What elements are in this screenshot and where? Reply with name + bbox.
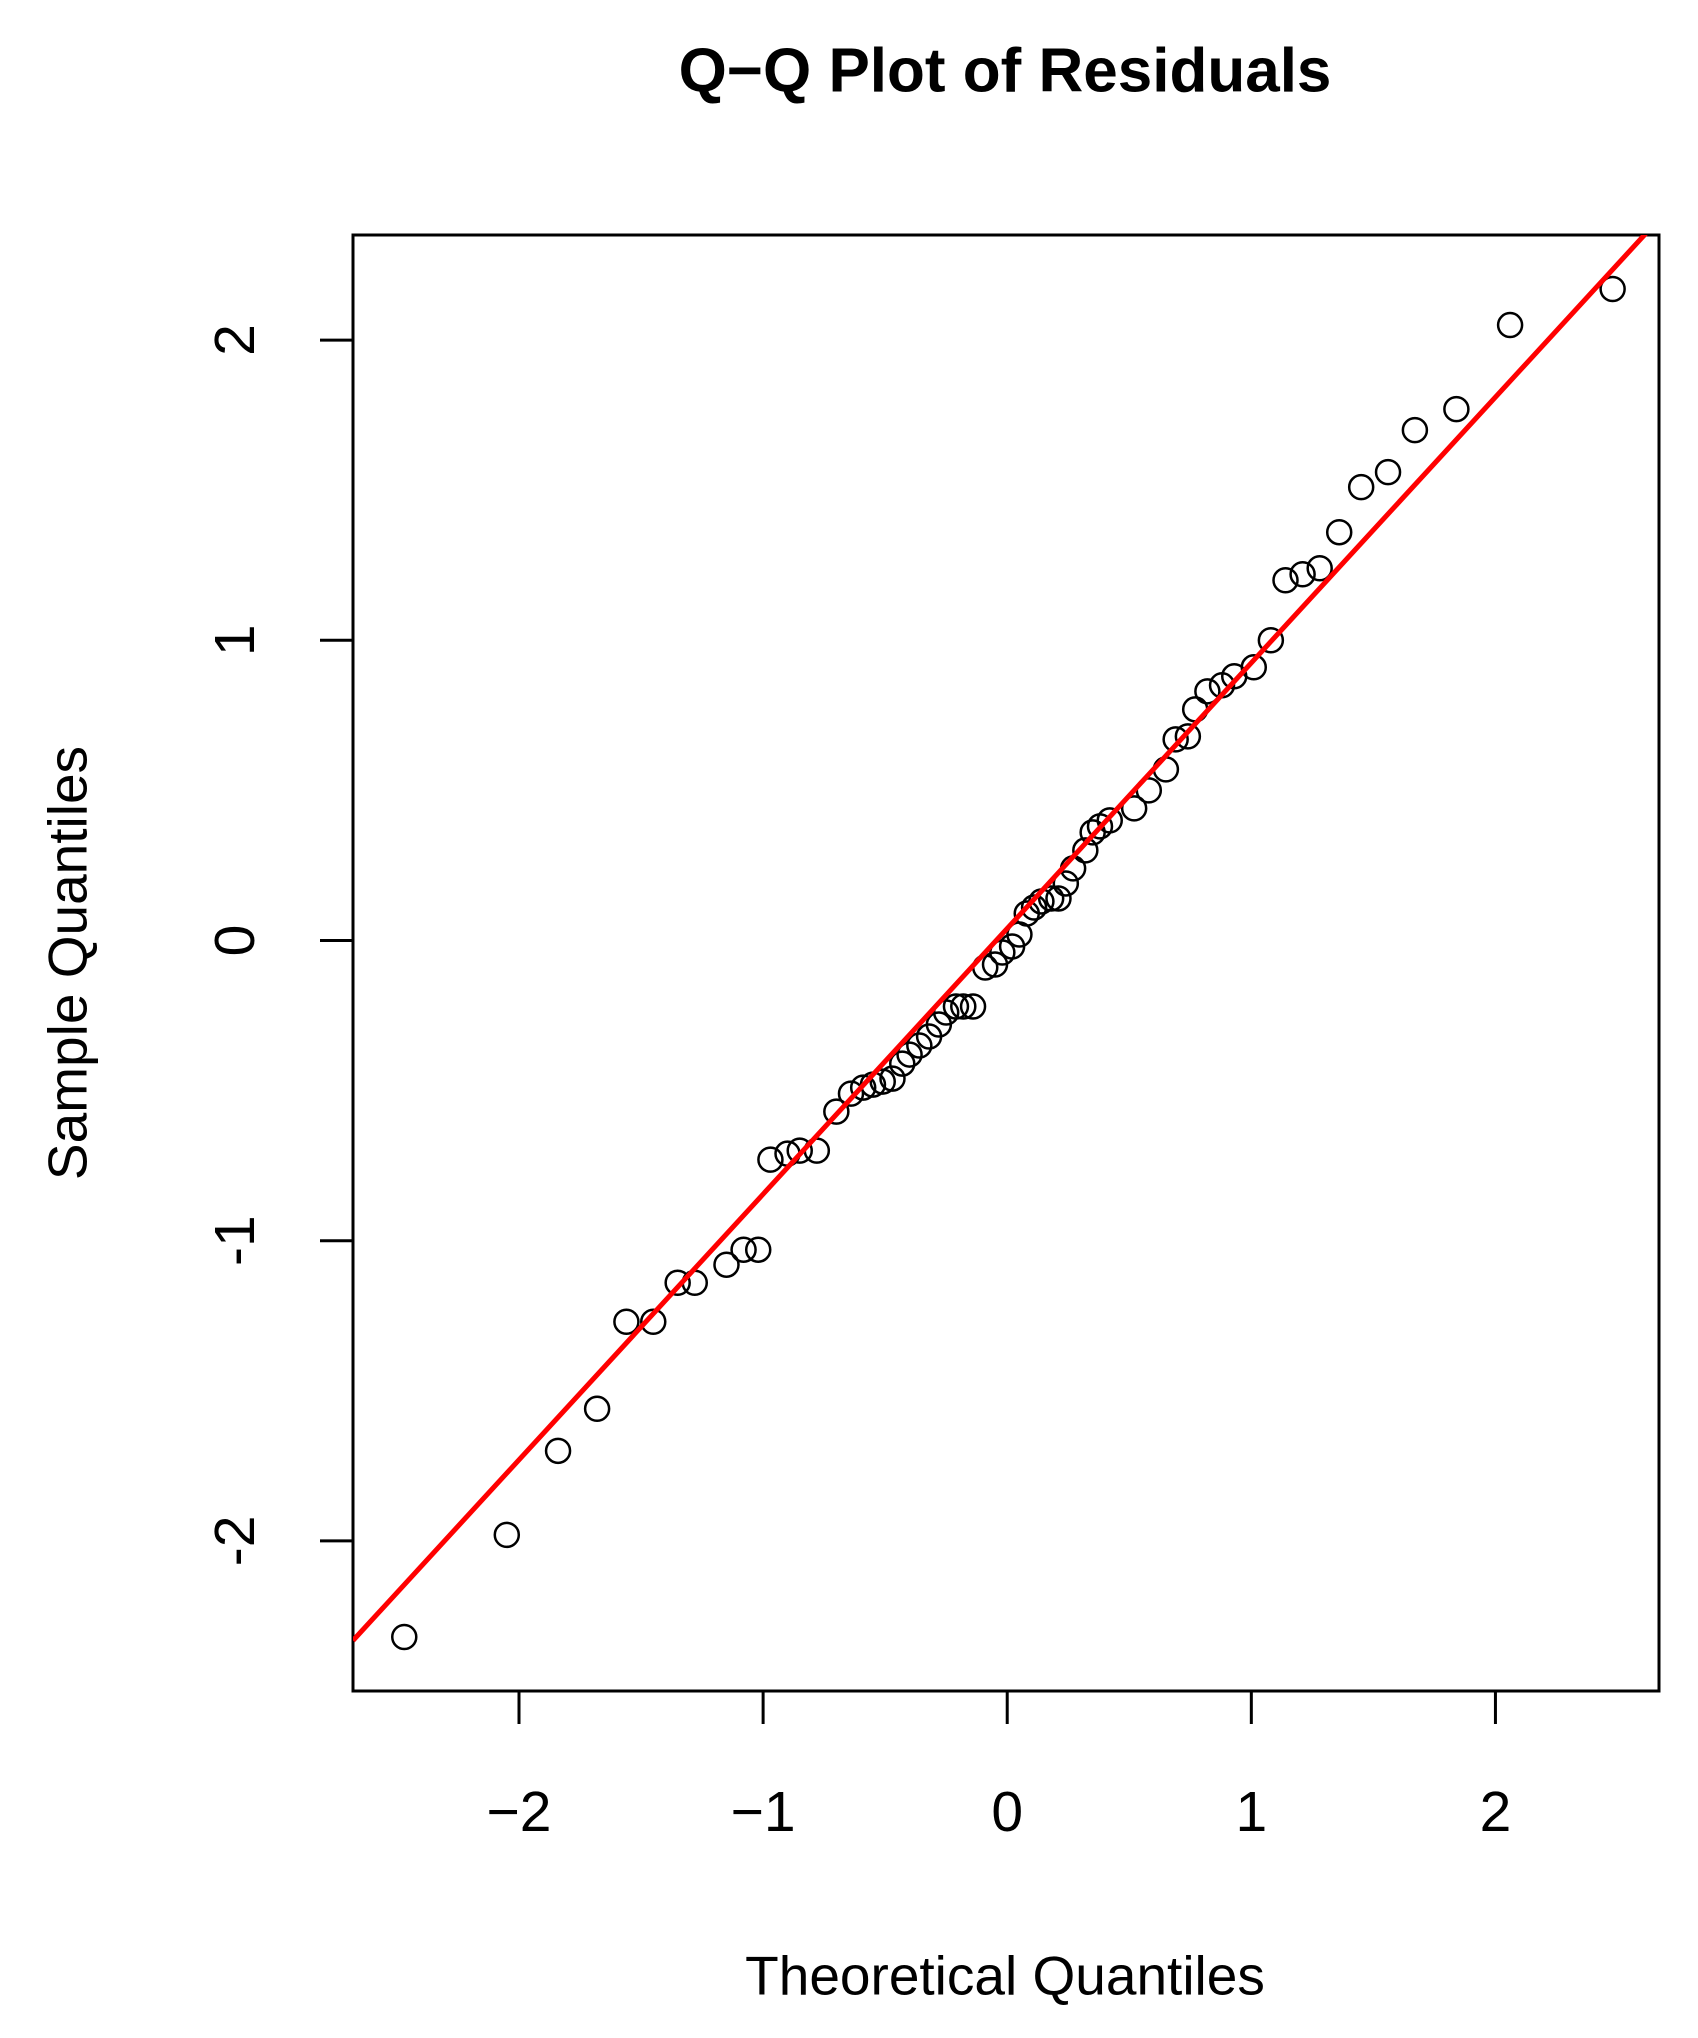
point	[391, 1623, 418, 1651]
reference-line	[353, 235, 1648, 1643]
y-tick-label: -1	[203, 1215, 267, 1266]
point	[1272, 566, 1299, 594]
point	[1443, 395, 1470, 423]
point	[849, 1074, 877, 1101]
point	[1052, 870, 1080, 897]
point	[906, 1032, 933, 1059]
point	[1599, 275, 1626, 303]
point	[493, 1521, 521, 1549]
point	[869, 1068, 896, 1095]
x-tick-label: 2	[1480, 1780, 1512, 1844]
point	[1496, 311, 1524, 339]
point	[664, 1269, 691, 1296]
point	[713, 1251, 740, 1278]
point	[744, 1236, 772, 1263]
y-tick-label: 1	[203, 624, 267, 656]
point	[1306, 554, 1333, 582]
point	[640, 1308, 667, 1335]
point	[1401, 416, 1429, 444]
point	[1194, 678, 1221, 705]
point	[823, 1098, 850, 1125]
point	[1240, 654, 1268, 681]
x-tick-label: 0	[991, 1780, 1023, 1844]
point	[1045, 885, 1072, 912]
point	[1120, 795, 1148, 822]
y-axis-label: Sample Quantiles	[37, 746, 99, 1180]
point	[1096, 807, 1123, 834]
point	[1152, 756, 1180, 783]
point	[879, 1065, 906, 1092]
point	[613, 1308, 640, 1335]
point	[544, 1437, 572, 1465]
point	[1174, 723, 1202, 750]
y-tick-label: -2	[203, 1516, 267, 1567]
point	[1020, 894, 1048, 921]
x-tick-label: −2	[486, 1780, 551, 1844]
y-tick-label: 0	[203, 925, 267, 957]
point	[1037, 885, 1065, 912]
point	[1162, 726, 1189, 753]
x-axis-label: Theoretical Quantiles	[745, 1945, 1265, 2007]
point	[1289, 560, 1316, 588]
point	[837, 1080, 865, 1107]
point	[1374, 458, 1402, 486]
point	[950, 993, 977, 1020]
point	[757, 1146, 784, 1173]
point	[786, 1137, 813, 1164]
point	[730, 1236, 757, 1263]
point	[1072, 837, 1099, 864]
point	[1257, 627, 1285, 654]
y-tick-label: 2	[203, 324, 267, 356]
x-tick-label: −1	[731, 1780, 796, 1844]
point	[1347, 473, 1375, 501]
point	[896, 1041, 923, 1068]
chart-title: Q−Q Plot of Residuals	[679, 36, 1332, 105]
point	[959, 993, 987, 1020]
point	[583, 1395, 611, 1423]
x-tick-label: 1	[1235, 1780, 1267, 1844]
point	[889, 1050, 916, 1077]
point	[942, 993, 970, 1020]
point	[1325, 518, 1353, 546]
